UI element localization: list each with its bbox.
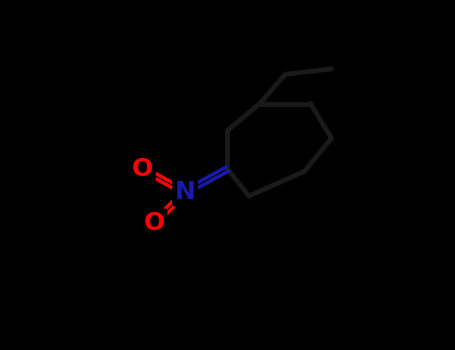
Text: O: O — [132, 157, 153, 181]
Text: N: N — [175, 180, 196, 204]
Text: O: O — [144, 211, 165, 235]
